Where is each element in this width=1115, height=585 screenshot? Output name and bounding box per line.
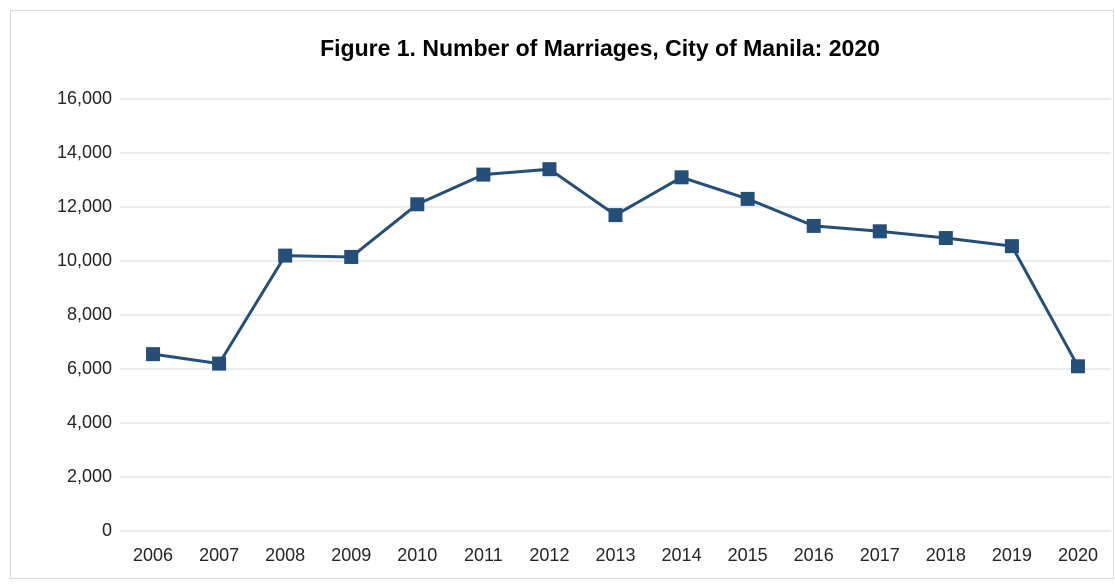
y-tick-label: 14,000 xyxy=(57,142,112,162)
y-tick-label: 2,000 xyxy=(67,466,112,486)
marker xyxy=(872,224,887,239)
marker xyxy=(608,208,623,223)
x-tick-label: 2007 xyxy=(199,545,239,565)
marker xyxy=(806,218,821,233)
y-tick-label: 16,000 xyxy=(57,88,112,108)
y-tick-label: 6,000 xyxy=(67,358,112,378)
x-tick-label: 2014 xyxy=(662,545,702,565)
x-tick-label: 2020 xyxy=(1058,545,1098,565)
x-tick-label: 2009 xyxy=(331,545,371,565)
marker xyxy=(410,197,425,212)
marker xyxy=(1004,239,1019,254)
marker xyxy=(344,249,359,264)
marker xyxy=(278,248,293,263)
x-tick-label: 2006 xyxy=(133,545,173,565)
marker xyxy=(476,167,491,182)
chart-title: Figure 1. Number of Marriages, City of M… xyxy=(320,35,880,61)
x-tick-label: 2018 xyxy=(926,545,966,565)
x-tick-label: 2017 xyxy=(860,545,900,565)
x-tick-label: 2013 xyxy=(595,545,635,565)
marker xyxy=(938,231,953,246)
x-tick-label: 2012 xyxy=(529,545,569,565)
x-tick-label: 2016 xyxy=(794,545,834,565)
marker xyxy=(1070,359,1085,374)
y-tick-label: 4,000 xyxy=(67,412,112,432)
y-tick-label: 10,000 xyxy=(57,250,112,270)
y-tick-label: 12,000 xyxy=(57,196,112,216)
x-tick-label: 2015 xyxy=(728,545,768,565)
marker xyxy=(212,356,227,371)
x-tick-label: 2008 xyxy=(265,545,305,565)
marker xyxy=(542,162,557,177)
marker xyxy=(674,170,689,185)
marker xyxy=(740,191,755,206)
x-tick-label: 2010 xyxy=(397,545,437,565)
y-tick-label: 8,000 xyxy=(67,304,112,324)
chart-border xyxy=(10,10,1114,579)
y-tick-label: 0 xyxy=(102,520,112,540)
marker xyxy=(146,347,161,362)
x-tick-label: 2019 xyxy=(992,545,1032,565)
x-tick-label: 2011 xyxy=(464,545,503,565)
